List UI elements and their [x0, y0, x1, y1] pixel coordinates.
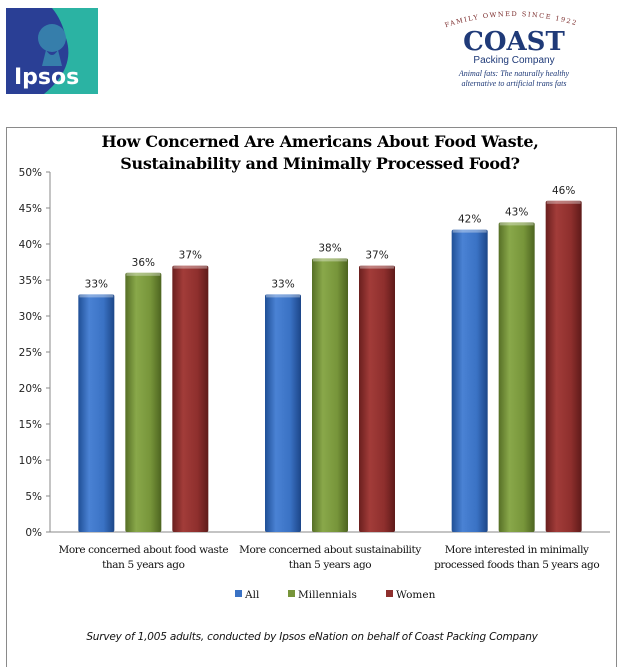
legend-swatch-millennials — [288, 590, 295, 597]
bar-all-2 — [265, 294, 301, 532]
x-category-label: More concerned about food waste — [59, 544, 229, 556]
coast-packing-logo: FAMILY OWNED SINCE 1922 COAST Packing Co… — [424, 6, 604, 96]
data-label: 33% — [271, 278, 294, 290]
y-tick-label: 0% — [25, 527, 42, 539]
data-label: 46% — [552, 185, 575, 197]
x-category-label: processed foods than 5 years ago — [434, 559, 599, 571]
data-label: 43% — [505, 206, 528, 218]
legend-swatch-all — [235, 590, 242, 597]
y-tick-label: 35% — [19, 275, 42, 287]
data-label: 42% — [458, 214, 481, 226]
y-tick-label: 25% — [19, 347, 42, 359]
bar-all-1 — [78, 294, 115, 532]
bar-millennials-1 — [125, 272, 162, 532]
ipsos-wordmark: Ipsos — [14, 65, 79, 90]
legend-label-all: All — [244, 589, 260, 601]
legend-label-millennials: Millennials — [298, 589, 357, 601]
y-tick-label: 10% — [19, 455, 42, 467]
chart-title-line-2: Sustainability and Minimally Processed F… — [120, 154, 520, 173]
data-label: 37% — [365, 250, 388, 262]
bar-millennials-3 — [498, 222, 535, 532]
chart-frame — [6, 127, 617, 667]
y-tick-label: 40% — [19, 239, 42, 251]
data-label: 33% — [85, 278, 108, 290]
x-category-label: than 5 years ago — [102, 559, 184, 571]
data-label: 37% — [179, 250, 202, 262]
bar-women-3 — [545, 200, 582, 533]
y-tick-label: 30% — [19, 311, 42, 323]
legend-swatch-women — [386, 590, 393, 597]
coast-tagline-2: alternative to artificial trans fats — [462, 79, 567, 88]
y-tick-label: 50% — [19, 167, 42, 179]
bar-highlight — [126, 272, 161, 276]
x-category-label: More concerned about sustainability — [239, 544, 421, 556]
coast-tagline-1: Animal fats: The naturally healthy — [458, 69, 570, 78]
ipsos-logo: Ipsos — [6, 8, 98, 94]
y-tick-label: 5% — [25, 491, 42, 503]
y-tick-label: 15% — [19, 419, 42, 431]
bar-all-3 — [451, 229, 488, 532]
bar-millennials-2 — [312, 258, 348, 532]
bar-highlight — [79, 294, 114, 298]
bar-highlight — [499, 222, 534, 226]
data-label: 38% — [318, 242, 341, 254]
y-tick-label: 45% — [19, 203, 42, 215]
bar-highlight — [546, 200, 581, 204]
bar-highlight — [173, 265, 208, 269]
ipsos-silhouette-logo-icon: Ipsos — [6, 8, 98, 94]
bar-women-2 — [359, 265, 395, 532]
bar-highlight — [266, 294, 300, 298]
survey-footnote: Survey of 1,005 adults, conducted by Ips… — [86, 631, 538, 643]
bar-highlight — [360, 265, 394, 269]
data-label: 36% — [132, 257, 155, 269]
x-category-label: than 5 years ago — [289, 559, 371, 571]
x-category-label: More interested in minimally — [445, 544, 589, 556]
legend-label-women: Women — [396, 589, 436, 601]
coast-wordmark: COAST — [463, 27, 565, 57]
bar-highlight — [452, 229, 487, 233]
coast-subtitle: Packing Company — [473, 55, 554, 66]
bar-highlight — [313, 258, 347, 262]
y-tick-label: 20% — [19, 383, 42, 395]
chart-title: How Concerned Are Americans About Food W… — [60, 131, 580, 175]
bar-women-1 — [172, 265, 209, 532]
chart-title-line-1: How Concerned Are Americans About Food W… — [101, 132, 539, 151]
